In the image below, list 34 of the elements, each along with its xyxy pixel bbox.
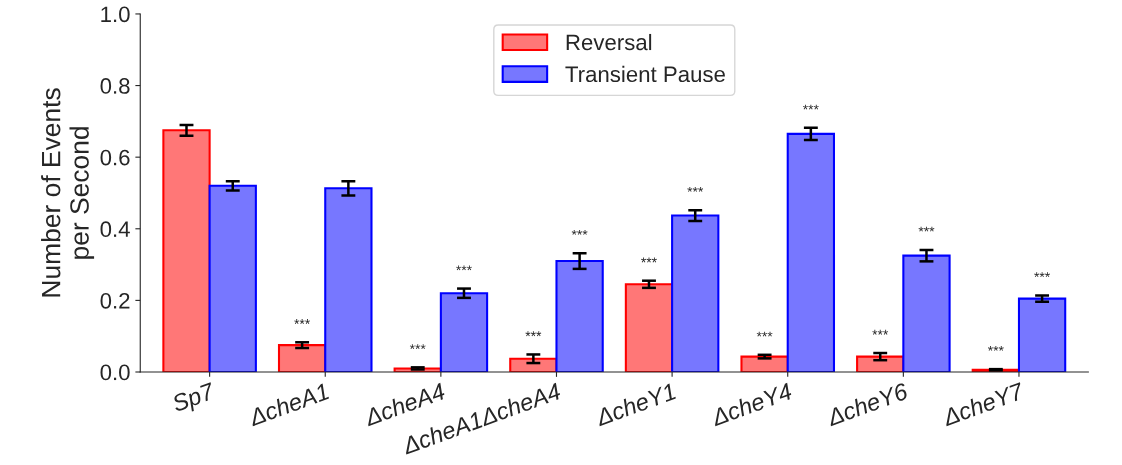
y-tick-label: 0.6 (100, 149, 130, 166)
data-label: *** (802, 104, 819, 110)
data-label: *** (409, 344, 426, 350)
y-axis-title: Number of Events per Second (41, 88, 95, 297)
data-label: *** (294, 319, 311, 324)
bar (786, 132, 836, 372)
data-label: *** (687, 186, 704, 192)
bar (208, 184, 257, 372)
bar (624, 283, 674, 372)
data-label: *** (987, 345, 1004, 351)
bar (324, 187, 373, 372)
bar (1017, 297, 1067, 372)
data-label: *** (756, 331, 773, 337)
y-tick-label: 0.4 (100, 221, 130, 238)
bar (439, 292, 489, 372)
data-label: *** (872, 329, 889, 335)
y-tick-label: 1.0 (101, 6, 130, 23)
y-tick-label: 0.2 (100, 292, 130, 309)
data-label: *** (641, 257, 657, 263)
bar (671, 214, 720, 372)
data-label: *** (1034, 272, 1050, 278)
legend-label: Transient Pause (565, 65, 725, 83)
data-label: *** (525, 331, 542, 337)
x-tick-label: Sp7 (170, 382, 218, 417)
bar (277, 344, 327, 372)
y-tick-label: 0.0 (100, 364, 130, 381)
bar (555, 259, 604, 372)
legend-label: Reversal (566, 33, 652, 51)
data-label: *** (456, 265, 472, 271)
data-label: *** (918, 226, 935, 232)
data-label: *** (571, 229, 588, 235)
bar (902, 254, 951, 372)
bar (162, 129, 211, 372)
y-tick-label: 0.8 (100, 78, 130, 94)
